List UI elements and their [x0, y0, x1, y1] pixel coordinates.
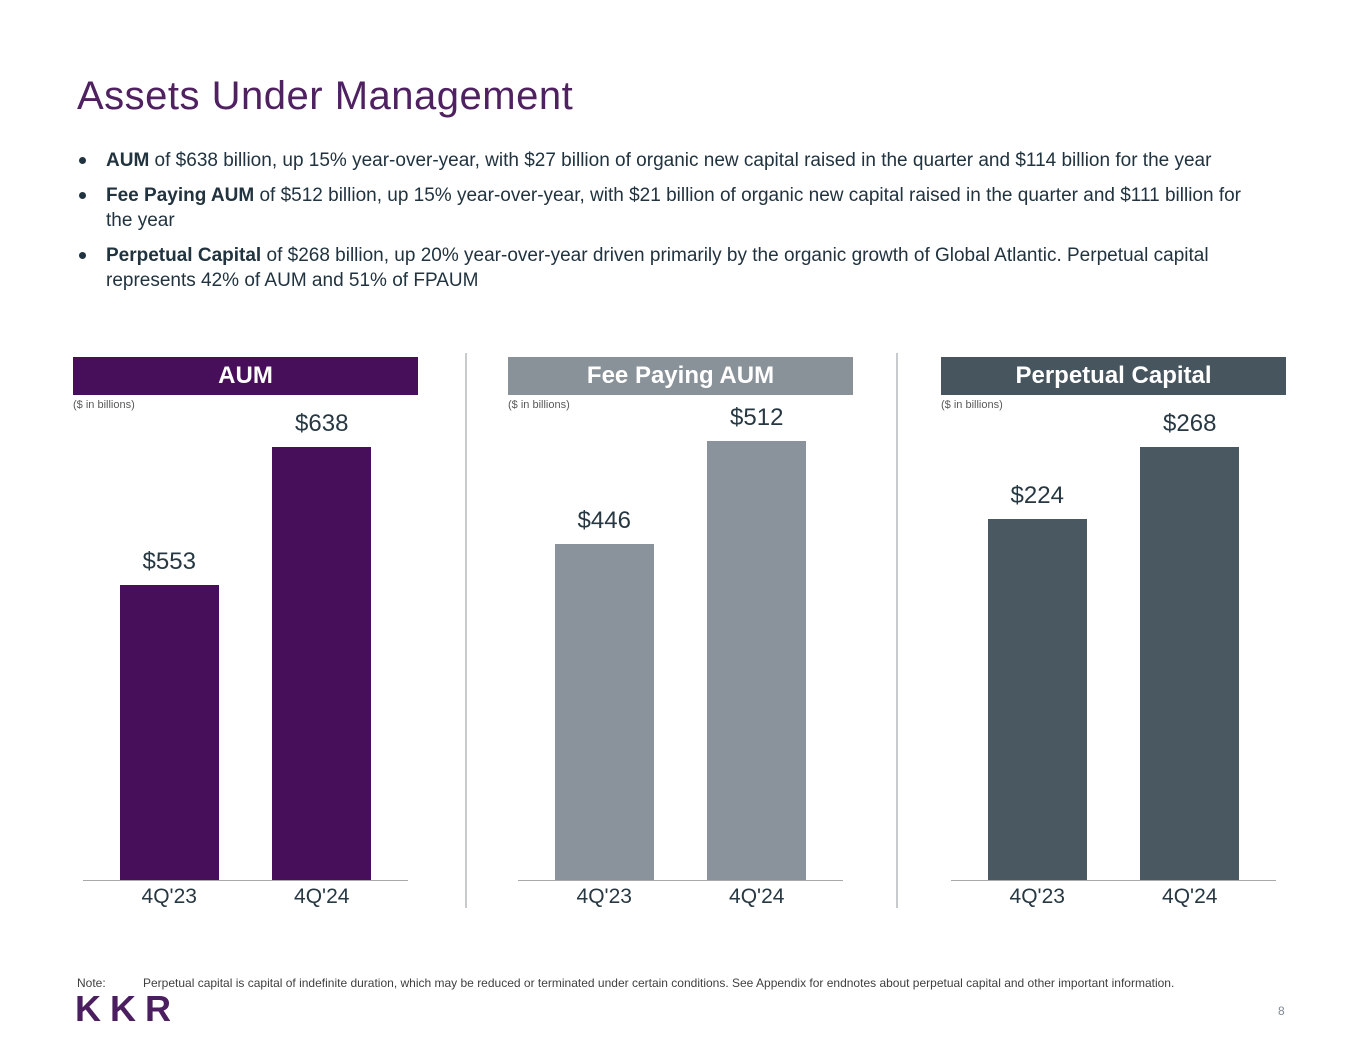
- chart-plot-fee-paying-aum: $446 $512: [518, 387, 843, 881]
- bar: [987, 519, 1087, 881]
- bar-group: $638: [272, 387, 372, 881]
- panel-divider: [465, 353, 467, 908]
- chart-subtitle: ($ in billions): [508, 399, 570, 411]
- footnote-label: Note:: [77, 976, 106, 990]
- category-label: 4Q'23: [1009, 885, 1065, 908]
- bullet-marker: [79, 191, 86, 199]
- bar: [272, 447, 372, 881]
- bar-group: $446: [554, 387, 654, 881]
- chart-header-aum: AUM: [73, 357, 418, 395]
- page-title: Assets Under Management: [77, 74, 574, 118]
- bullet-marker: [79, 157, 86, 164]
- bullet-perpetual-capital: Perpetual Capital of $268 billion, up 20…: [77, 243, 1267, 294]
- chart-header-fee-paying-aum: Fee Paying AUM: [508, 357, 853, 395]
- category-label: 4Q'24: [1162, 885, 1218, 908]
- category-label: 4Q'23: [576, 885, 632, 908]
- panel-divider: [896, 353, 898, 908]
- bar-group: $553: [119, 387, 219, 881]
- chart-categories-perpetual-capital: 4Q'23 4Q'24: [961, 885, 1266, 913]
- chart-subtitle: ($ in billions): [941, 399, 1003, 411]
- bullet-marker: [79, 251, 86, 259]
- category-label: 4Q'24: [729, 885, 785, 908]
- bullet-list: AUM of $638 billion, up 15% year-over-ye…: [77, 148, 1267, 303]
- bar-value-label: $446: [577, 507, 631, 534]
- kkr-logo: KKR: [75, 988, 180, 1029]
- chart-panel-perpetual-capital: Perpetual Capital ($ in billions) $224 $2…: [941, 357, 1286, 917]
- bar: [707, 441, 807, 881]
- bar: [554, 544, 654, 881]
- category-label: 4Q'23: [141, 885, 197, 908]
- bar-value-label: $553: [142, 548, 196, 575]
- x-axis-line: [83, 880, 408, 881]
- chart-categories-aum: 4Q'23 4Q'24: [93, 885, 398, 913]
- chart-panel-aum: AUM ($ in billions) $553 $638 4Q'23 4Q'24: [73, 357, 418, 917]
- chart-categories-fee-paying-aum: 4Q'23 4Q'24: [528, 885, 833, 913]
- chart-subtitle: ($ in billions): [73, 399, 135, 411]
- x-axis-line: [518, 880, 843, 881]
- bar-value-label: $268: [1163, 410, 1217, 437]
- bar: [1140, 447, 1240, 881]
- bar-group: $224: [987, 387, 1087, 881]
- chart-header-perpetual-capital: Perpetual Capital: [941, 357, 1286, 395]
- bar-value-label: $512: [730, 404, 784, 431]
- bar-value-label: $638: [295, 410, 349, 437]
- bar: [119, 585, 219, 881]
- bullet-fee-paying-aum: Fee Paying AUM of $512 billion, up 15% y…: [77, 183, 1267, 234]
- charts-row: AUM ($ in billions) $553 $638 4Q'23 4Q'24 …: [0, 353, 1365, 917]
- bullet-text: Fee Paying AUM of $512 billion, up 15% y…: [106, 184, 1242, 232]
- bullet-text: AUM of $638 billion, up 15% year-over-ye…: [106, 150, 1212, 171]
- page-number: 8: [1278, 1004, 1285, 1018]
- category-label: 4Q'24: [294, 885, 350, 908]
- chart-plot-perpetual-capital: $224 $268: [951, 387, 1276, 881]
- chart-plot-aum: $553 $638: [83, 387, 408, 881]
- bar-group: $512: [707, 387, 807, 881]
- bar-group: $268: [1140, 387, 1240, 881]
- bullet-aum: AUM of $638 billion, up 15% year-over-ye…: [77, 148, 1267, 174]
- bar-value-label: $224: [1010, 482, 1064, 509]
- x-axis-line: [951, 880, 1276, 881]
- footnote-text: Perpetual capital is capital of indefini…: [143, 976, 1175, 990]
- bullet-text: Perpetual Capital of $268 billion, up 20…: [106, 244, 1209, 292]
- chart-panel-fee-paying-aum: Fee Paying AUM ($ in billions) $446 $512 …: [508, 357, 853, 917]
